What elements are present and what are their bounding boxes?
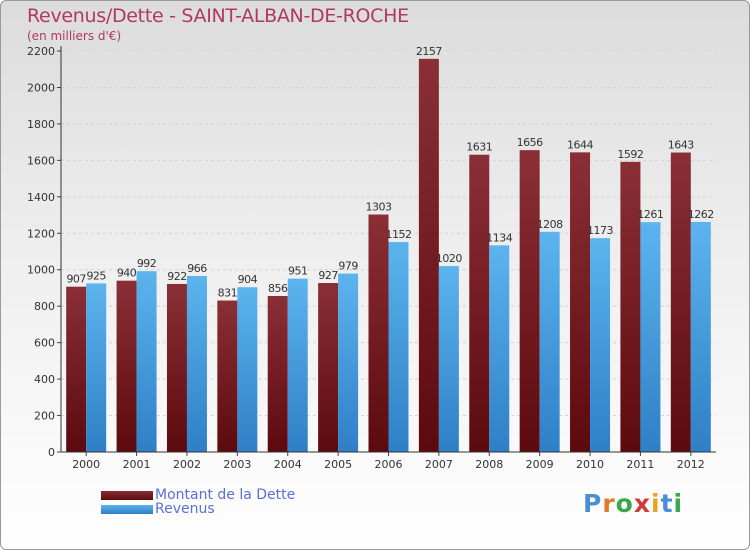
- y-tick-label: 1000: [27, 264, 55, 277]
- data-label-dette-2011: 1592: [617, 148, 643, 161]
- data-label-revenus-2005: 979: [338, 260, 358, 273]
- logo-letter: P: [583, 489, 603, 518]
- data-label-dette-2006: 1303: [366, 200, 392, 213]
- legend-swatch-dette: [101, 490, 153, 500]
- data-label-revenus-2010: 1173: [587, 224, 613, 237]
- bar-dette-2008: [469, 154, 490, 452]
- data-label-revenus-2008: 1134: [486, 231, 512, 244]
- y-tick-label: 0: [48, 446, 55, 459]
- data-label-dette-2012: 1643: [668, 139, 694, 152]
- x-tick-label: 2005: [324, 458, 352, 471]
- x-tick-label: 2010: [576, 458, 604, 471]
- data-label-dette-2004: 856: [268, 282, 288, 295]
- bar-revenus-2012: [690, 221, 711, 452]
- axis-layer: 0 200 400 600 800 1000 1200 1400 1600 1800 2000 220…: [27, 45, 716, 471]
- proxiti-logo: Proxiti: [583, 489, 683, 518]
- y-tick-label: 2000: [27, 81, 55, 94]
- data-label-revenus-2009: 1208: [537, 218, 563, 231]
- x-tick-label: 2002: [173, 458, 201, 471]
- y-tick-label: 200: [34, 410, 55, 423]
- data-label-revenus-2011: 1261: [637, 208, 663, 221]
- bar-dette-2005: [318, 283, 339, 452]
- legend-label-dette: Montant de la Dette: [155, 487, 296, 503]
- bar-dette-2002: [166, 283, 187, 452]
- legend-item-revenus: Revenus: [101, 501, 215, 517]
- bar-dette-2000: [66, 286, 87, 452]
- legend-swatch-revenus: [101, 504, 153, 514]
- x-tick-label: 2011: [626, 458, 654, 471]
- bar-dette-2006: [368, 214, 389, 452]
- data-label-dette-2001: 940: [117, 267, 137, 280]
- data-label-revenus-2006: 1152: [386, 228, 412, 241]
- bar-revenus-2008: [489, 245, 510, 452]
- bar-revenus-2011: [640, 222, 661, 452]
- chart-subtitle: (en milliers d'€): [27, 29, 122, 43]
- y-tick-label: 400: [34, 373, 55, 386]
- data-label-revenus-2007: 1020: [436, 252, 462, 265]
- bar-dette-2001: [116, 280, 137, 452]
- legend-item-dette: Montant de la Dette: [101, 487, 295, 503]
- data-label-dette-2000: 907: [66, 273, 86, 286]
- bar-dette-2009: [519, 150, 540, 452]
- x-tick-label: 2000: [72, 458, 100, 471]
- data-label-dette-2010: 1644: [567, 138, 593, 151]
- logo-letter: i: [651, 489, 661, 518]
- logo-letter: x: [633, 489, 651, 518]
- chart-title: Revenus/Dette - SAINT-ALBAN-DE-ROCHE: [27, 5, 409, 27]
- x-tick-label: 2004: [274, 458, 302, 471]
- x-tick-label: 2012: [677, 458, 705, 471]
- y-tick-label: 600: [34, 337, 55, 350]
- y-tick-label: 1200: [27, 227, 55, 240]
- bar-dette-2012: [670, 152, 691, 452]
- logo-letter: t: [660, 489, 674, 518]
- logo-letter: r: [602, 489, 616, 518]
- x-tick-label: 2009: [526, 458, 554, 471]
- data-label-dette-2009: 1656: [517, 136, 543, 149]
- data-label-revenus-2001: 992: [137, 257, 157, 270]
- x-tick-label: 2008: [475, 458, 503, 471]
- x-tick-label: 2001: [123, 458, 151, 471]
- data-label-dette-2003: 831: [218, 287, 238, 300]
- bar-revenus-2009: [539, 231, 560, 452]
- bar-dette-2011: [620, 161, 641, 452]
- data-label-dette-2008: 1631: [466, 141, 492, 154]
- bar-dette-2010: [570, 152, 591, 453]
- x-tick-label: 2007: [425, 458, 453, 471]
- bar-revenus-2003: [237, 287, 258, 452]
- bar-revenus-2000: [86, 283, 107, 452]
- data-label-revenus-2003: 904: [238, 273, 258, 286]
- y-tick-label: 800: [34, 300, 55, 313]
- bar-dette-2003: [217, 300, 238, 452]
- bar-revenus-2001: [136, 271, 157, 452]
- bar-revenus-2007: [438, 266, 459, 452]
- y-tick-label: 1800: [27, 118, 55, 131]
- bar-dette-2004: [267, 295, 288, 452]
- data-label-dette-2007: 2157: [416, 45, 442, 58]
- data-label-dette-2005: 927: [318, 269, 338, 282]
- legend-label-revenus: Revenus: [155, 501, 215, 517]
- y-tick-label: 2200: [27, 45, 55, 58]
- bar-dette-2007: [418, 58, 439, 452]
- x-tick-label: 2003: [223, 458, 251, 471]
- data-label-revenus-2004: 951: [288, 265, 308, 278]
- y-tick-label: 1600: [27, 154, 55, 167]
- bars-layer: [66, 58, 711, 453]
- bar-revenus-2005: [338, 273, 359, 452]
- bar-revenus-2004: [287, 278, 308, 452]
- data-label-revenus-2012: 1262: [688, 208, 714, 221]
- y-tick-label: 1400: [27, 191, 55, 204]
- bar-revenus-2010: [590, 238, 611, 452]
- data-label-revenus-2000: 925: [86, 269, 106, 282]
- bar-revenus-2002: [186, 275, 207, 452]
- logo-letter: o: [615, 489, 634, 518]
- x-tick-label: 2006: [375, 458, 403, 471]
- data-label-revenus-2002: 966: [187, 262, 207, 275]
- bar-revenus-2006: [388, 242, 409, 452]
- logo-letter: i: [673, 489, 684, 518]
- data-label-dette-2002: 922: [167, 270, 187, 283]
